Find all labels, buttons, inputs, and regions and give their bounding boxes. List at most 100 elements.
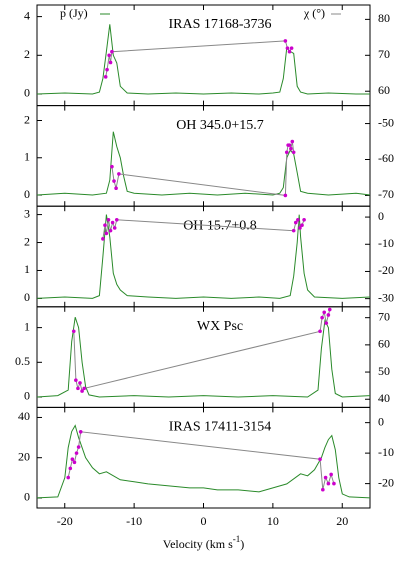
series-line (36, 131, 371, 196)
series-line (67, 431, 335, 490)
point (323, 475, 328, 480)
point (74, 378, 78, 383)
y-tick-label: 0 (24, 490, 30, 504)
point (110, 49, 114, 54)
point (110, 164, 114, 169)
point (108, 228, 113, 233)
point (329, 472, 333, 477)
x-axis-label-part: ) (240, 537, 244, 551)
y2-tick-label: 70 (378, 47, 390, 61)
point (103, 75, 108, 79)
point (78, 381, 82, 385)
point (107, 53, 111, 58)
point (110, 220, 115, 225)
y2-tick-label: -30 (378, 290, 394, 304)
point (283, 193, 288, 198)
series-line (105, 40, 293, 77)
y-tick-label: 2 (24, 112, 30, 126)
point (105, 67, 109, 72)
point (290, 139, 295, 144)
point (114, 217, 119, 222)
y2-tick-label: -20 (378, 475, 394, 489)
point (112, 226, 117, 230)
y2-tick-label: 0 (378, 414, 384, 428)
point (287, 143, 292, 147)
point (300, 223, 304, 228)
y2-tick-label: 50 (378, 364, 390, 378)
panel-title: IRAS 17411-3154 (169, 420, 272, 435)
y2-tick-label: -50 (378, 115, 394, 129)
point (104, 231, 109, 236)
y-tick-label: 2 (24, 234, 30, 248)
x-tick-label: 20 (336, 514, 348, 528)
point (71, 329, 76, 334)
y-tick-label: 20 (18, 449, 30, 463)
point (291, 150, 296, 155)
point (318, 457, 322, 462)
point (80, 389, 84, 393)
point (298, 226, 302, 230)
x-axis-label-part: Velocity (km s (163, 537, 233, 551)
point (112, 179, 116, 183)
point (106, 217, 111, 222)
point (291, 228, 296, 233)
y2-tick-label: 40 (378, 391, 390, 405)
y2-tick-label: -60 (378, 151, 394, 165)
point (326, 481, 331, 486)
point (82, 386, 86, 391)
y-tick-label: 40 (18, 409, 30, 423)
y2-tick-label: -10 (378, 236, 394, 250)
legend-label: χ (°) (303, 6, 325, 20)
y2-tick-label: -70 (378, 187, 394, 201)
point (318, 329, 322, 334)
point (284, 150, 289, 155)
point (70, 457, 75, 462)
series-line (36, 24, 370, 95)
y-tick-label: 1 (24, 262, 30, 276)
x-tick-label: -20 (57, 514, 73, 528)
panel-title: OH 345.0+15.7 (176, 118, 264, 133)
point (114, 186, 118, 191)
legend-label: p (Jy) (60, 6, 88, 20)
point (326, 313, 331, 317)
point (296, 217, 300, 222)
series-line (111, 141, 295, 196)
point (76, 386, 80, 391)
series-line (36, 424, 371, 499)
y-tick-label: 4 (24, 8, 30, 22)
point (108, 60, 113, 65)
y-tick-label: 0 (24, 187, 30, 201)
panel-title: WX Psc (197, 319, 243, 334)
y-tick-label: 1 (24, 319, 30, 333)
point (72, 460, 77, 465)
point (293, 220, 298, 225)
x-axis-label: Velocity (km s-1) (163, 534, 245, 551)
point (78, 429, 83, 434)
y2-tick-label: 0 (378, 209, 384, 223)
y2-tick-label: -10 (378, 445, 394, 459)
point (324, 321, 329, 325)
point (68, 466, 73, 471)
y2-tick-label: 60 (378, 83, 390, 97)
series-line (36, 214, 371, 299)
point (332, 481, 336, 486)
y-tick-label: 0 (24, 290, 30, 304)
y-tick-label: 0 (24, 86, 30, 100)
y-tick-label: 2 (24, 47, 30, 61)
x-tick-label: 10 (267, 514, 279, 528)
series-line (36, 317, 371, 398)
point (287, 49, 292, 54)
point (283, 39, 288, 43)
point (289, 46, 294, 50)
point (289, 146, 293, 151)
y2-tick-label: 70 (378, 309, 390, 323)
point (327, 307, 332, 312)
panel-title: IRAS 17168-3736 (168, 17, 271, 32)
x-tick-label: -10 (126, 514, 142, 528)
point (103, 223, 107, 228)
point (285, 46, 290, 50)
y-tick-label: 1 (24, 150, 30, 164)
y2-tick-label: 60 (378, 337, 390, 351)
point (66, 475, 71, 480)
